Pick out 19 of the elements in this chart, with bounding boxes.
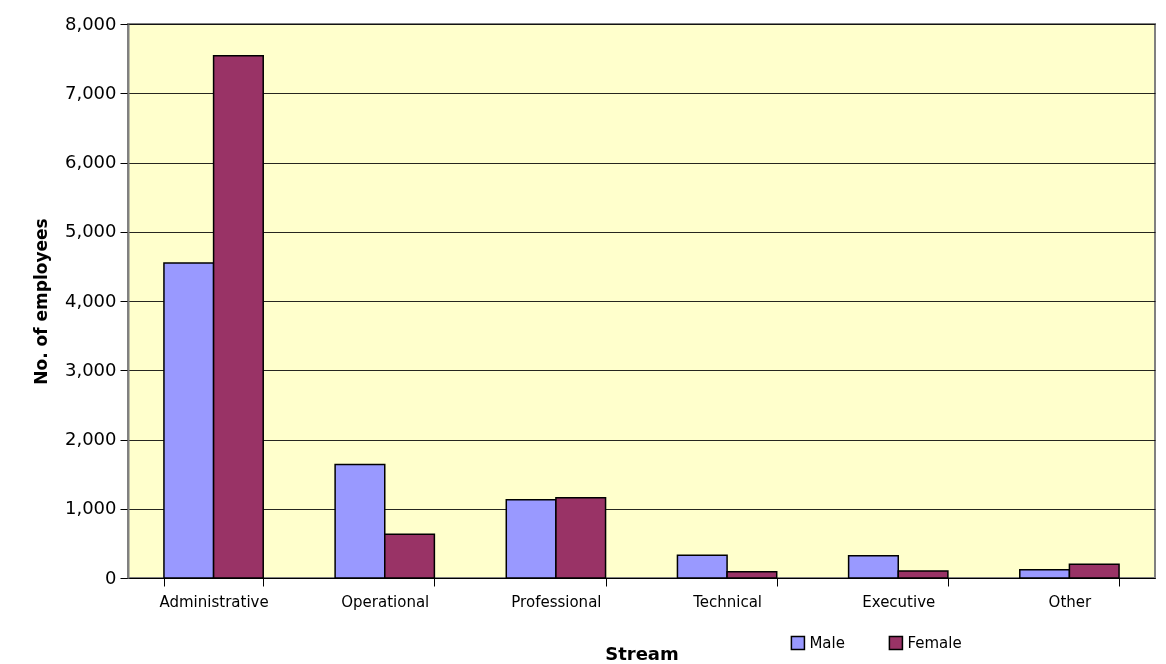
x-tick-label: Other [1048,592,1093,611]
y-tick-label: 2,000 [64,428,117,449]
x-tick-label: Technical [692,592,763,611]
x-tick-label: Operational [341,592,430,611]
y-tick-label: 8,000 [64,12,117,34]
y-tick-label: 0 [105,566,117,588]
x-axis-title: Stream [605,642,679,664]
x-tick-label: Executive [862,592,936,611]
y-axis-title: No. of employees [30,218,51,385]
y-tick-label: 7,000 [64,81,117,103]
y-tick-label: 6,000 [64,151,117,172]
x-tick-label: Administrative [159,592,269,611]
legend-label: Female [907,633,962,652]
y-tick-label: 1,000 [64,497,117,519]
y-tick-label: 3,000 [64,358,117,380]
legend-label: Male [809,633,845,652]
y-tick-label: 5,000 [64,220,117,242]
x-tick-label: Professional [511,592,602,611]
y-tick-label: 4,000 [64,289,117,311]
